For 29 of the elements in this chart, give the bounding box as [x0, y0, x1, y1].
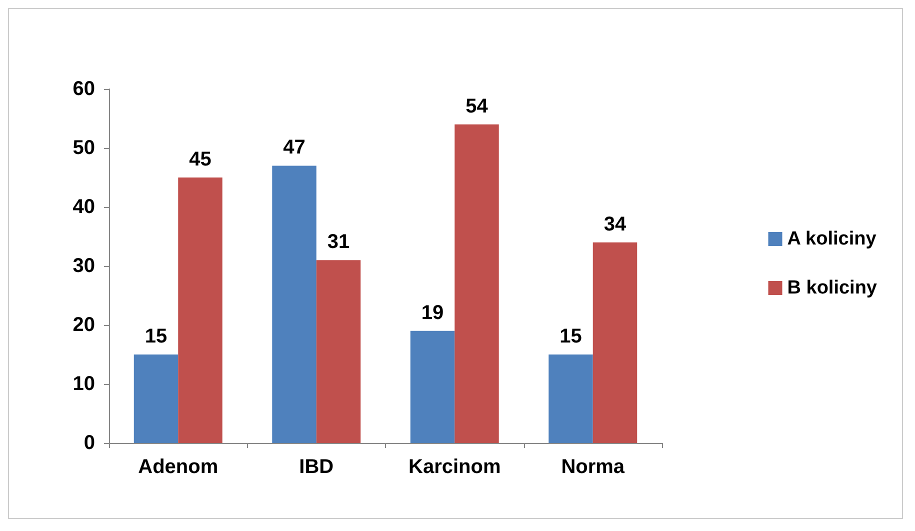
data-label: 31	[327, 231, 350, 254]
y-tick-label: 20	[72, 314, 95, 336]
data-label: 45	[189, 148, 212, 170]
data-label: 54	[466, 95, 489, 118]
legend-label: A koliciny	[787, 228, 877, 250]
data-label: 15	[144, 326, 168, 348]
data-label: 15	[560, 326, 582, 348]
x-tick-label: IBD	[299, 456, 334, 478]
y-tick-label: 10	[72, 373, 95, 395]
bar	[178, 178, 222, 443]
y-tick-label: 30	[72, 255, 95, 277]
bar	[410, 330, 455, 443]
x-tick-label: Adenom	[138, 456, 218, 478]
data-label: 19	[421, 302, 444, 324]
legend-label: B koliciny	[787, 278, 878, 298]
bar	[592, 242, 638, 443]
bar	[134, 354, 178, 443]
data-label: 47	[283, 136, 306, 159]
y-tick-label: 40	[72, 196, 95, 218]
y-tick-label: 0	[84, 432, 95, 454]
y-tick-label: 60	[72, 78, 95, 100]
data-label: 34	[604, 213, 627, 236]
x-tick-label: Karcinom	[408, 456, 501, 478]
bar	[454, 124, 499, 443]
y-tick-label: 50	[72, 137, 95, 159]
bar	[316, 260, 361, 443]
x-tick-label: Norma	[561, 456, 626, 478]
bar	[548, 354, 593, 443]
bar	[272, 166, 316, 443]
